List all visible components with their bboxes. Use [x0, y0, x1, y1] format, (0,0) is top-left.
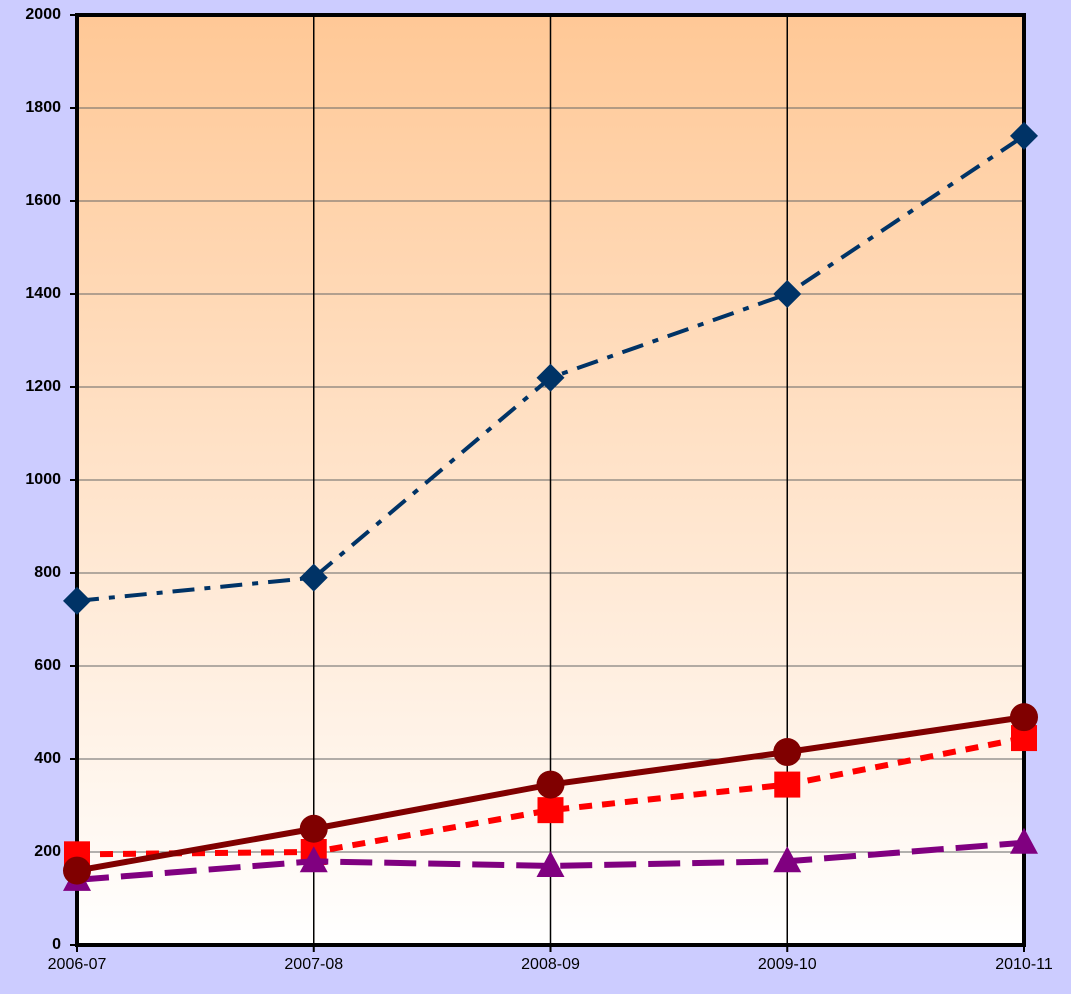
y-tick-label: 1800 [25, 99, 61, 116]
x-tick-label: 2007-08 [284, 956, 343, 973]
marker [1010, 121, 1038, 150]
marker [63, 586, 91, 615]
y-tick-label: 1600 [25, 192, 61, 209]
marker [773, 280, 802, 308]
marker [1010, 827, 1038, 854]
plot-border [75, 13, 1026, 947]
marker [299, 563, 328, 592]
y-tick-label: 2000 [25, 6, 61, 23]
y-tick-label: 400 [34, 750, 61, 767]
x-tick-label: 2010-11 [995, 956, 1053, 973]
marker [299, 814, 328, 843]
series-line [76, 839, 1025, 883]
marker [63, 856, 91, 885]
y-tick-label: 0 [52, 936, 61, 953]
y-tick-label: 1000 [25, 471, 61, 488]
marker [774, 771, 801, 798]
y-tick-label: 600 [34, 657, 61, 674]
marker [773, 738, 802, 767]
marker [299, 846, 328, 873]
marker [537, 797, 564, 824]
x-tick-label: 2009-10 [758, 956, 817, 973]
y-tick-label: 800 [34, 564, 61, 581]
marker [773, 846, 802, 873]
marker [536, 850, 565, 877]
y-tick-label: 1400 [25, 285, 61, 302]
x-tick-label: 2008-09 [521, 956, 580, 973]
x-tick-label: 2006-07 [48, 956, 107, 973]
marker [1010, 703, 1038, 732]
marker [536, 363, 565, 392]
y-tick-label: 1200 [25, 378, 61, 395]
y-tick-label: 200 [34, 843, 61, 860]
marker [536, 770, 565, 799]
